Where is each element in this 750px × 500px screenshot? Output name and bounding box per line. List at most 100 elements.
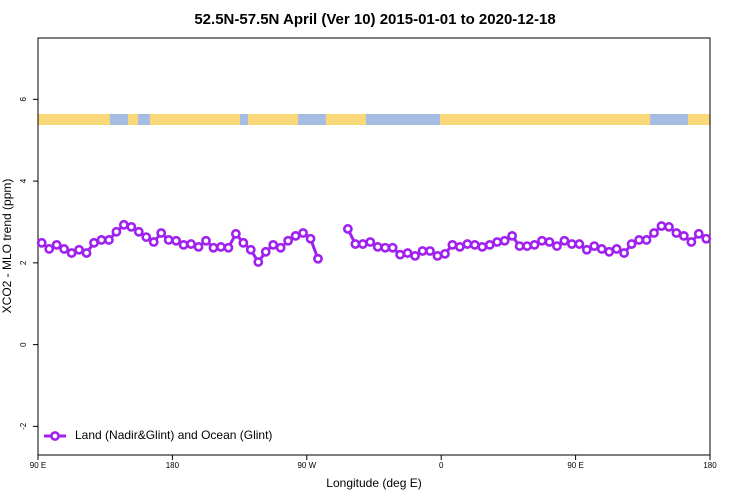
point	[395, 249, 406, 260]
point	[514, 241, 525, 251]
point	[596, 244, 607, 254]
x-tick-label: 90 W	[297, 461, 316, 470]
point	[664, 221, 674, 232]
point	[275, 242, 286, 253]
point	[634, 235, 644, 245]
point	[223, 242, 234, 253]
point	[59, 244, 70, 254]
point	[163, 235, 174, 245]
point	[611, 244, 622, 254]
point	[492, 237, 503, 247]
point	[410, 251, 420, 261]
y-tick-label: 0	[19, 342, 28, 347]
point	[559, 235, 570, 246]
point	[604, 246, 615, 257]
point	[566, 239, 577, 249]
point	[283, 235, 294, 246]
point	[693, 228, 704, 239]
point	[156, 228, 167, 238]
point	[387, 242, 398, 253]
point	[499, 235, 510, 246]
point	[507, 230, 518, 241]
point	[484, 239, 495, 250]
point	[574, 239, 585, 249]
point	[425, 246, 435, 256]
point	[245, 244, 256, 255]
point	[51, 239, 62, 250]
point	[350, 239, 361, 249]
point	[44, 244, 55, 254]
point	[581, 244, 592, 255]
point	[216, 242, 226, 252]
point	[208, 242, 219, 253]
point	[178, 239, 189, 250]
point	[701, 233, 712, 244]
point	[133, 226, 144, 237]
point	[477, 242, 488, 252]
point	[619, 248, 630, 258]
point	[96, 235, 107, 245]
point	[417, 246, 428, 256]
point	[372, 242, 383, 252]
point	[686, 237, 697, 247]
x-tick-label: 180	[703, 461, 717, 470]
land-segment	[38, 114, 110, 125]
legend-label: Land (Nadir&Glint) and Ocean (Glint)	[75, 428, 272, 442]
point	[313, 253, 323, 264]
point	[641, 235, 652, 245]
land-segment	[248, 114, 298, 125]
point	[544, 237, 555, 247]
point	[305, 233, 316, 244]
point	[118, 219, 129, 230]
point	[298, 228, 308, 238]
x-tick-label: 180	[166, 461, 180, 470]
point	[148, 237, 159, 247]
x-tick-label: 90 E	[30, 461, 46, 470]
point	[141, 232, 152, 242]
point	[649, 228, 659, 238]
point	[111, 226, 122, 237]
plot-frame	[37, 37, 711, 456]
point	[671, 228, 682, 238]
point	[365, 237, 376, 247]
chart-title: 52.5N-57.5N April (Ver 10) 2015-01-01 to…	[194, 11, 555, 28]
point	[268, 239, 279, 250]
point	[529, 239, 540, 250]
point	[66, 248, 77, 258]
ocean-band	[38, 114, 710, 125]
point	[126, 221, 137, 232]
point	[678, 230, 689, 241]
point	[537, 235, 547, 246]
land-segment	[326, 114, 366, 125]
point	[342, 224, 353, 234]
land-segment	[440, 114, 650, 125]
point	[552, 241, 562, 251]
point	[447, 239, 458, 250]
point	[74, 244, 84, 255]
y-tick-label: -2	[19, 422, 28, 430]
legend-marker	[50, 431, 60, 441]
point	[260, 246, 271, 257]
x-axis-label: Longitude (deg E)	[326, 476, 421, 490]
y-tick-label: 6	[19, 97, 28, 102]
point	[589, 241, 600, 251]
point	[253, 257, 264, 267]
land-ocean-band	[38, 114, 710, 125]
y-axis-label: XCO2 - MLO trend (ppm)	[0, 179, 14, 314]
y-tick-label: 2	[19, 260, 28, 265]
point	[193, 242, 204, 252]
point	[171, 235, 182, 246]
x-tick-label: 90 E	[567, 461, 583, 470]
point	[380, 242, 391, 253]
point	[290, 230, 301, 241]
point	[454, 242, 465, 252]
point	[402, 248, 413, 258]
point	[36, 237, 47, 248]
land-segment	[150, 114, 240, 125]
land-segment	[688, 114, 710, 125]
land-segment	[128, 114, 138, 125]
point	[432, 251, 443, 261]
point	[440, 248, 450, 259]
point	[81, 248, 92, 258]
